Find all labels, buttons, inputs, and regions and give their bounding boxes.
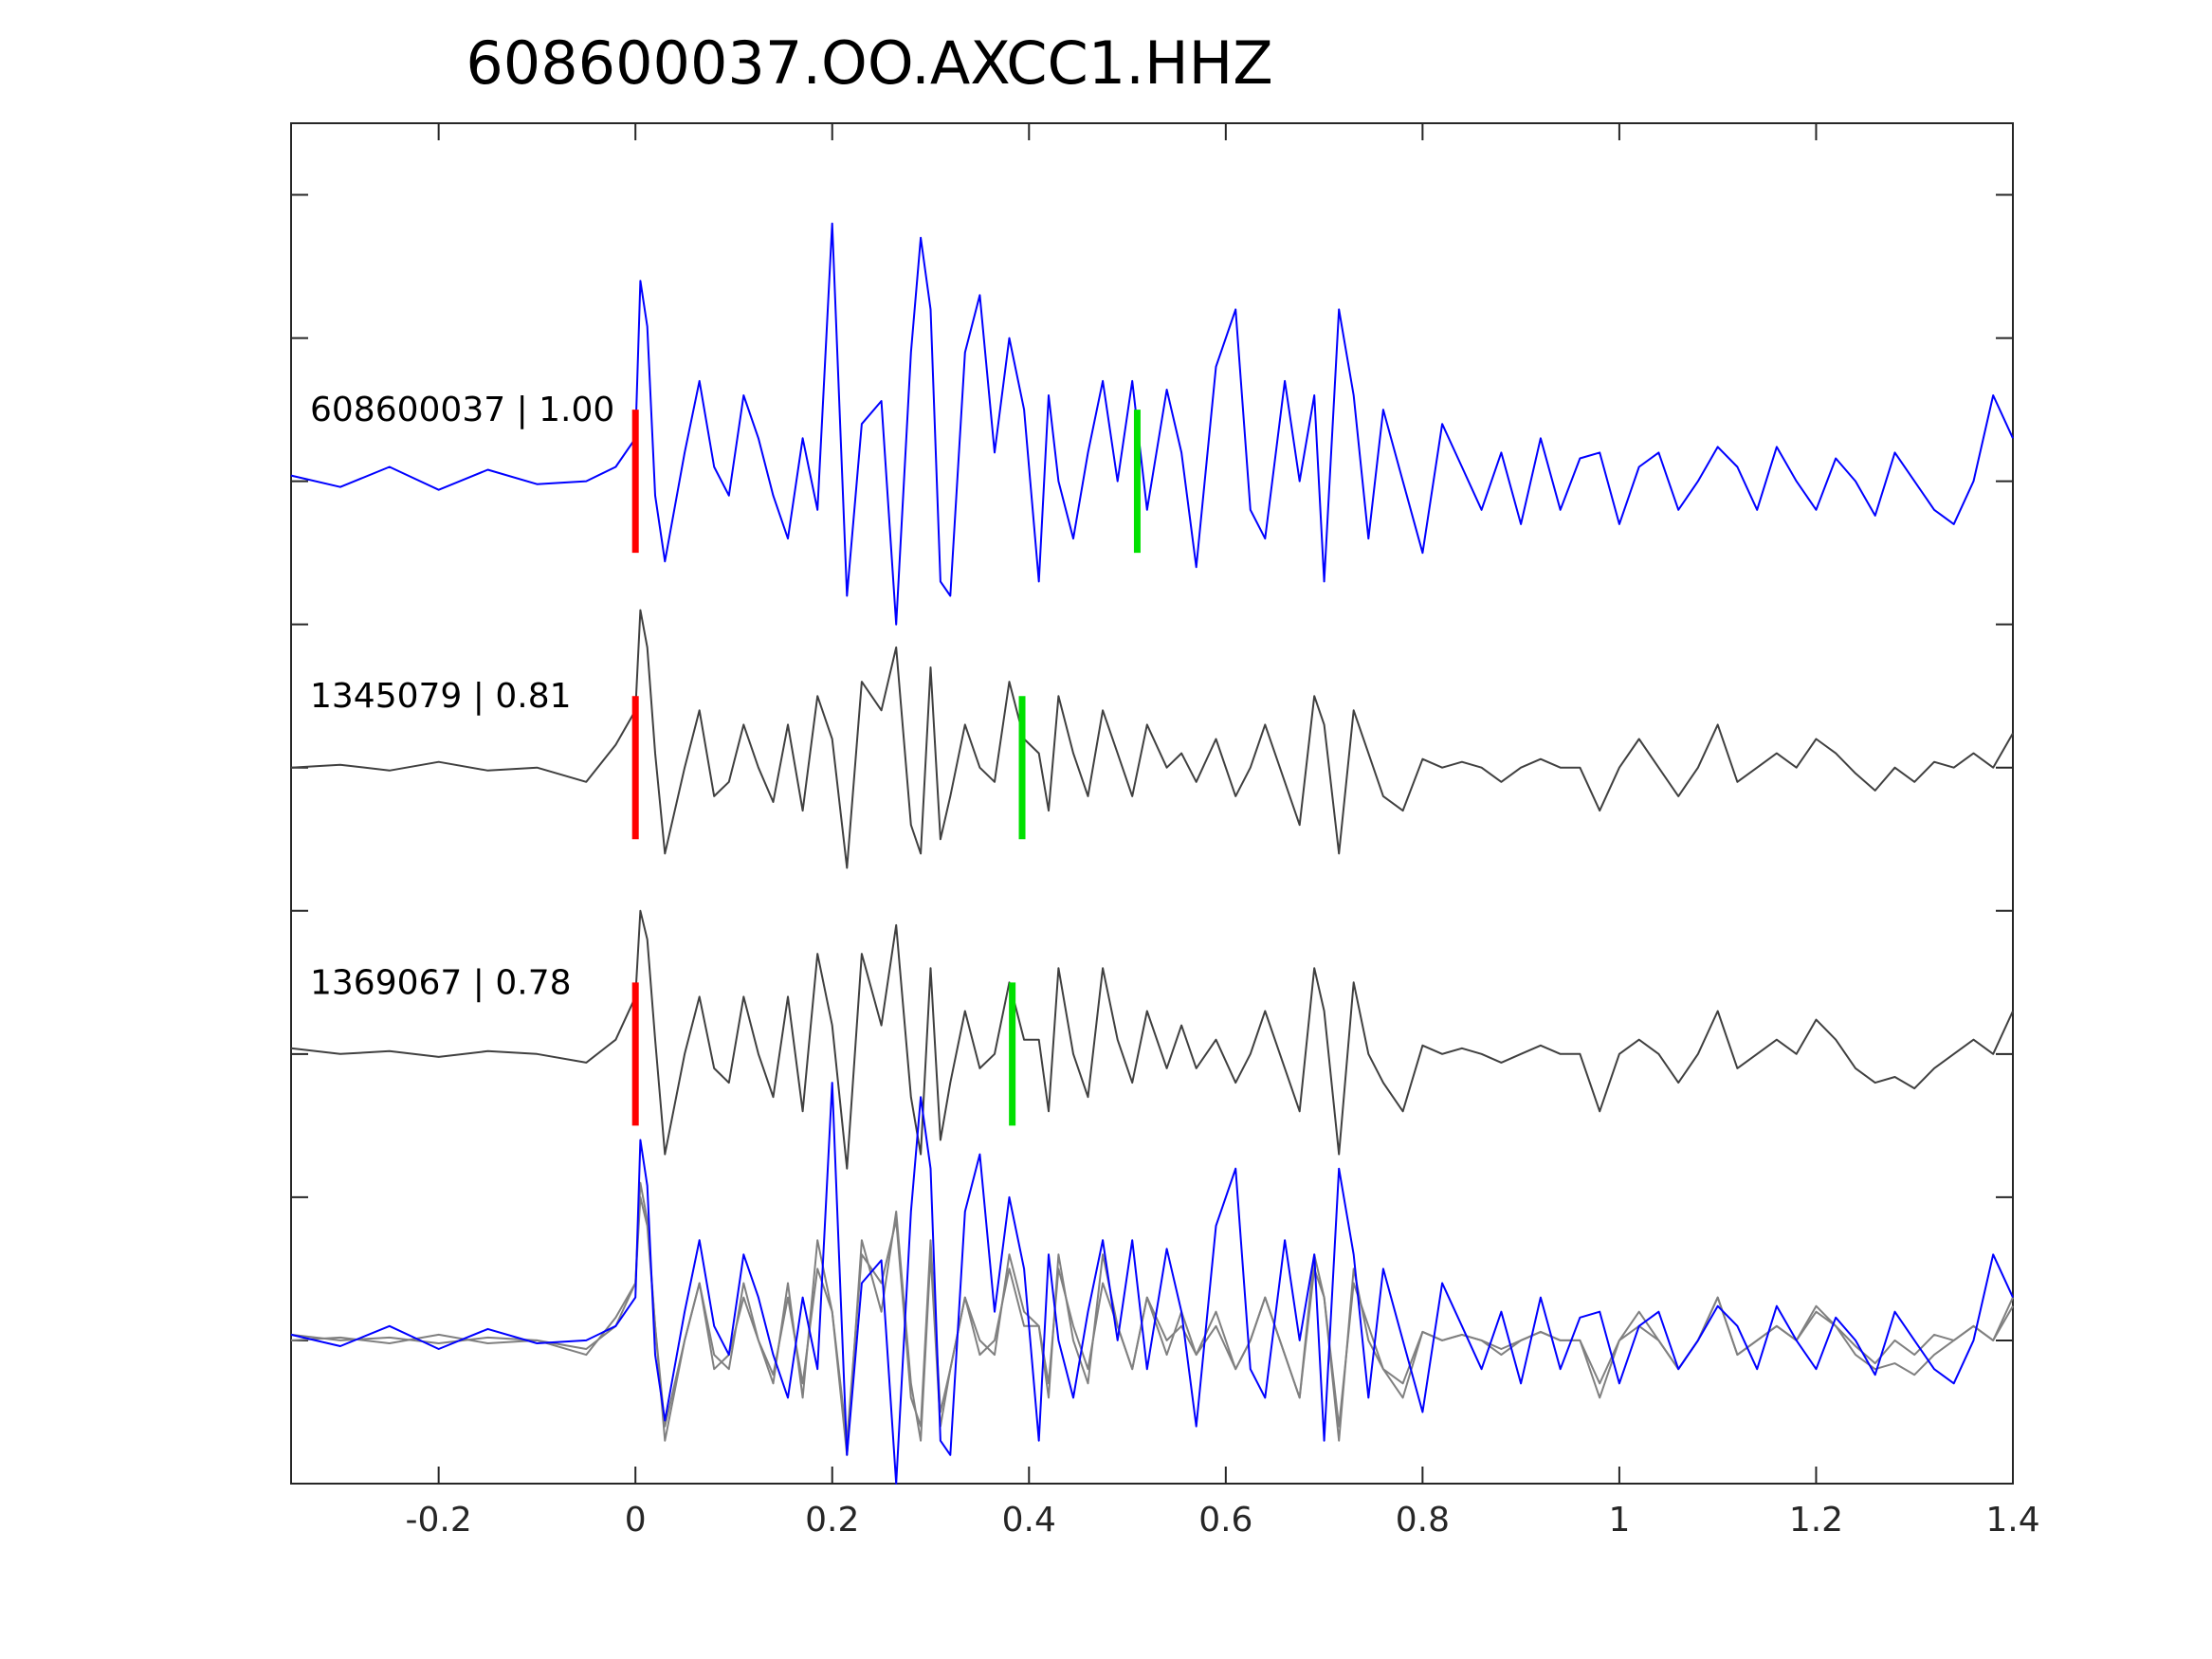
- x-tick-label: 0.4: [1002, 1501, 1056, 1540]
- overlay-reference-line: [290, 1082, 2014, 1485]
- x-tick-label: 0.2: [805, 1501, 859, 1540]
- x-tick-label: 0: [625, 1501, 647, 1540]
- trace-label: 1369067 | 0.78: [310, 963, 572, 1002]
- chart-title: 608600037.OO.AXCC1.HHZ: [466, 28, 1272, 98]
- trace-line: [290, 222, 2014, 626]
- trace-line: [290, 609, 2014, 869]
- trace-label: 608600037 | 1.00: [310, 391, 614, 429]
- x-tick-label: 0.8: [1396, 1501, 1450, 1540]
- overlay-match-line: [290, 1195, 2014, 1456]
- x-tick-label: 1.4: [1985, 1501, 2039, 1540]
- axes-box: [290, 122, 2014, 1485]
- x-tick-label: 1.2: [1789, 1501, 1843, 1540]
- x-tick-label: -0.2: [406, 1501, 472, 1540]
- x-tick-label: 0.6: [1198, 1501, 1252, 1540]
- trace-label: 1345079 | 0.81: [310, 677, 572, 716]
- trace-line: [290, 909, 2014, 1170]
- plot-area: -0.2 0 0.2 0.4 0.6 0.8 1 1.2 1.4 608600037 | 1.00…: [290, 122, 2040, 1540]
- x-tick-label: 1: [1608, 1501, 1630, 1540]
